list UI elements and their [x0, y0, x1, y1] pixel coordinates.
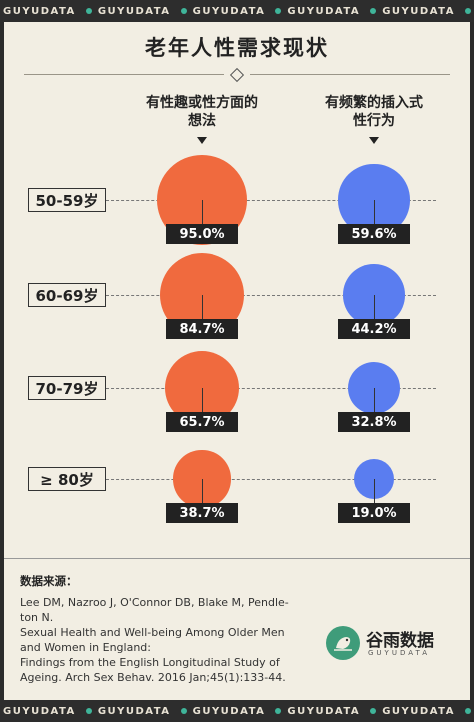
source-line: and Women in England: [20, 641, 151, 654]
bubble-stem [202, 295, 203, 319]
dot-icon [85, 8, 92, 14]
bubble-mark [347, 361, 401, 415]
brand-text: GUYUDATA [192, 705, 266, 717]
bubble-mark [343, 264, 405, 326]
row-guide-line [106, 295, 436, 296]
brand-text: GUYUDATA [3, 5, 76, 17]
dot-icon [370, 708, 377, 714]
value-label: 44.2% [338, 319, 410, 339]
source-line: ton N. [20, 611, 54, 624]
bubble-mark [338, 164, 410, 236]
value-label: 59.6% [338, 224, 410, 244]
value-label: 38.7% [166, 503, 238, 523]
brand-text: GUYUDATA [382, 5, 455, 17]
value-label: 84.7% [166, 319, 238, 339]
brand-text: GUYUDATA [287, 5, 361, 17]
column-header-line: 性行为 [353, 113, 395, 129]
bubble-stem [202, 388, 203, 412]
row-guide-line [106, 388, 436, 389]
diamond-icon [229, 67, 245, 83]
bird-icon [334, 637, 352, 651]
brand-logo: 谷雨数据 GUYUDATA [326, 626, 466, 666]
brand-text: GUYUDATA [287, 705, 361, 717]
title-rule-right [250, 74, 450, 75]
source-line: Findings from the English Longitudinal S… [20, 656, 280, 669]
infographic-panel: 老年人性需求现状 有性趣或性方面的 想法 有频繁的插入式 性行为 数据来源： L… [4, 22, 470, 700]
bubble-mark [353, 458, 395, 500]
source-title: 数据来源： [20, 574, 78, 588]
row-guide-line [106, 479, 436, 480]
dot-icon [275, 708, 282, 714]
footer-divider [4, 558, 470, 559]
value-label: 65.7% [166, 412, 238, 432]
brand-strip-bottom: GUYUDATA GUYUDATA GUYUDATA GUYUDATA GUYU… [0, 700, 474, 722]
dot-icon [370, 8, 377, 14]
arrow-down-icon [369, 137, 379, 144]
bubble-stem [374, 295, 375, 319]
value-label: 19.0% [338, 503, 410, 523]
brand-text: GUYUDATA [97, 5, 171, 17]
chart-title: 老年人性需求现状 [145, 36, 329, 60]
row-guide-line [106, 200, 436, 201]
bubble-mark [173, 450, 231, 508]
source-line: Lee DM, Nazroo J, O'Connor DB, Blake M, … [20, 596, 289, 609]
age-group-label: 70-79岁 [28, 376, 106, 400]
column-header-thoughts: 有性趣或性方面的 想法 [122, 94, 282, 130]
brand-subtitle: GUYUDATA [368, 649, 430, 657]
column-header-intercourse: 有频繁的插入式 性行为 [294, 94, 454, 130]
dot-icon [180, 708, 187, 714]
dot-icon [464, 8, 471, 14]
brand-text: GUYUDATA [97, 705, 171, 717]
brand-text: GUYUDATA [192, 5, 266, 17]
value-label: 95.0% [166, 224, 238, 244]
dot-icon [464, 708, 471, 714]
column-header-line: 有频繁的插入式 [325, 95, 423, 111]
source-block: 数据来源： Lee DM, Nazroo J, O'Connor DB, Bla… [20, 574, 300, 685]
bird-logo-icon [326, 626, 360, 660]
brand-name: 谷雨数据 [366, 631, 434, 651]
brand-text: GUYUDATA [382, 705, 455, 717]
bubble-stem [374, 388, 375, 412]
brand-strip-top: GUYUDATA GUYUDATA GUYUDATA GUYUDATA GUYU… [0, 0, 474, 22]
value-label: 32.8% [338, 412, 410, 432]
age-group-label: ≥ 80岁 [28, 467, 106, 491]
dot-icon [275, 8, 282, 14]
source-line: Sexual Health and Well-being Among Older… [20, 626, 285, 639]
age-group-label: 60-69岁 [28, 283, 106, 307]
source-line: Ageing. Arch Sex Behav. 2016 Jan;45(1):1… [20, 671, 286, 684]
age-group-label: 50-59岁 [28, 188, 106, 212]
bubble-stem [374, 200, 375, 224]
column-header-line: 想法 [188, 113, 216, 129]
bubble-stem [374, 479, 375, 503]
brand-text: GUYUDATA [3, 705, 76, 717]
title-rule-left [24, 74, 224, 75]
column-header-line: 有性趣或性方面的 [146, 95, 258, 111]
bubble-stem [202, 200, 203, 224]
arrow-down-icon [197, 137, 207, 144]
dot-icon [180, 8, 187, 14]
dot-icon [85, 708, 92, 714]
bubble-stem [202, 479, 203, 503]
